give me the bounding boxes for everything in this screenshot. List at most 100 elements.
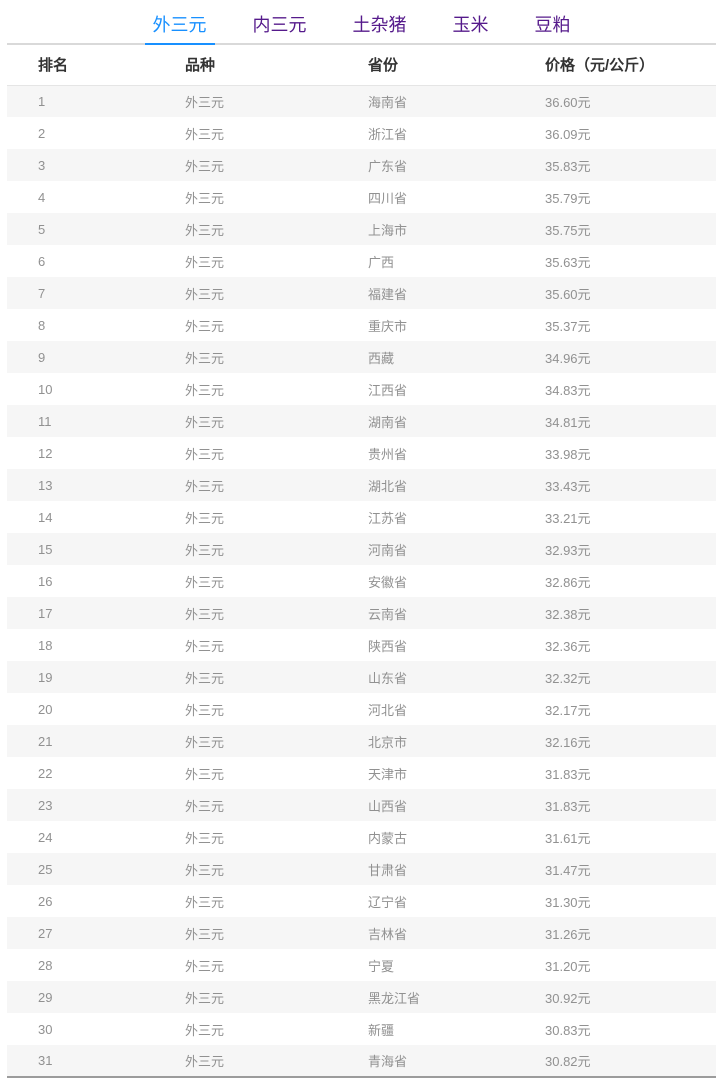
breed-cell: 外三元	[185, 286, 225, 302]
breed-cell: 外三元	[185, 830, 225, 846]
province-cell: 北京市	[368, 734, 408, 750]
province-cell: 江西省	[368, 382, 408, 398]
tab-item[interactable]: 外三元	[144, 10, 215, 45]
breed-cell: 外三元	[185, 638, 225, 654]
table-row: 10 外三元 江西省 34.83元	[7, 373, 716, 405]
breed-cell: 外三元	[185, 766, 225, 782]
price-cell: 32.38元	[545, 606, 591, 622]
rank-cell: 16	[38, 573, 53, 589]
province-cell: 青海省	[368, 1054, 408, 1069]
price-cell: 33.98元	[545, 446, 591, 462]
rank-cell: 31	[38, 1053, 53, 1068]
price-cell: 35.63元	[545, 254, 591, 270]
price-cell: 32.17元	[545, 702, 591, 718]
rank-cell: 17	[38, 605, 53, 621]
rank-cell: 25	[38, 861, 53, 877]
breed-cell: 外三元	[185, 318, 225, 334]
breed-cell: 外三元	[185, 510, 225, 526]
tab-item[interactable]: 玉米	[452, 15, 489, 35]
price-cell: 30.82元	[545, 1054, 591, 1069]
price-ranking-table: 排名 品种 省份 价格（元/公斤） 1 外三元 海南省 36.60元 2 外三元…	[7, 45, 716, 1078]
breed-cell: 外三元	[185, 190, 225, 206]
price-cell: 34.81元	[545, 414, 591, 430]
rank-cell: 3	[38, 157, 46, 173]
rank-cell: 6	[38, 253, 46, 269]
price-cell: 36.09元	[545, 126, 591, 142]
rank-cell: 20	[38, 701, 53, 717]
table-row: 9 外三元 西藏 34.96元	[7, 341, 716, 373]
province-cell: 云南省	[368, 606, 408, 622]
province-cell: 黑龙江省	[368, 990, 421, 1006]
province-cell: 四川省	[368, 190, 408, 206]
breed-cell: 外三元	[185, 734, 225, 750]
province-cell: 安徽省	[368, 574, 408, 590]
price-cell: 33.43元	[545, 478, 591, 494]
tab-item[interactable]: 内三元	[252, 15, 307, 35]
province-cell: 内蒙古	[368, 830, 408, 846]
breed-cell: 外三元	[185, 702, 225, 718]
breed-cell: 外三元	[185, 990, 225, 1006]
price-cell: 32.32元	[545, 670, 591, 686]
rank-cell: 24	[38, 829, 53, 845]
rank-cell: 13	[38, 477, 53, 493]
price-cell: 32.86元	[545, 574, 591, 590]
table-row: 25 外三元 甘肃省 31.47元	[7, 853, 716, 885]
province-cell: 辽宁省	[368, 894, 408, 910]
tab-item[interactable]: 豆粕	[534, 15, 571, 35]
table-row: 3 外三元 广东省 35.83元	[7, 149, 716, 181]
category-tab-bar: 外三元 内三元 土杂猪 玉米 豆粕	[7, 0, 716, 45]
rank-cell: 2	[38, 125, 46, 141]
table-row: 16 外三元 安徽省 32.86元	[7, 565, 716, 597]
price-cell: 31.20元	[545, 958, 591, 974]
table-row: 15 外三元 河南省 32.93元	[7, 533, 716, 565]
province-cell: 重庆市	[368, 318, 408, 334]
breed-cell: 外三元	[185, 446, 225, 462]
province-cell: 贵州省	[368, 446, 408, 462]
table-row: 12 外三元 贵州省 33.98元	[7, 437, 716, 469]
tab-item[interactable]: 土杂猪	[352, 15, 407, 35]
rank-cell: 18	[38, 637, 53, 653]
province-cell: 新疆	[368, 1022, 395, 1038]
breed-cell: 外三元	[185, 350, 225, 366]
table-row: 27 外三元 吉林省 31.26元	[7, 917, 716, 949]
rank-cell: 14	[38, 509, 53, 525]
table-header: 排名 品种 省份 价格（元/公斤）	[7, 45, 716, 86]
breed-cell: 外三元	[185, 958, 225, 974]
column-header-province: 省份	[337, 45, 514, 86]
rank-cell: 8	[38, 317, 46, 333]
rank-cell: 30	[38, 1021, 53, 1037]
breed-cell: 外三元	[185, 798, 225, 814]
table-row: 6 外三元 广西 35.63元	[7, 245, 716, 277]
table-row: 29 外三元 黑龙江省 30.92元	[7, 981, 716, 1013]
rank-cell: 4	[38, 189, 46, 205]
price-cell: 31.83元	[545, 766, 591, 782]
table-row: 22 外三元 天津市 31.83元	[7, 757, 716, 789]
rank-cell: 11	[38, 413, 52, 429]
price-cell: 31.61元	[545, 830, 591, 846]
province-cell: 甘肃省	[368, 862, 408, 878]
table-body: 1 外三元 海南省 36.60元 2 外三元 浙江省 36.09元 3 外三元 …	[7, 85, 716, 1077]
breed-cell: 外三元	[185, 542, 225, 558]
price-cell: 36.60元	[545, 94, 591, 110]
table-row: 31 外三元 青海省 30.82元	[7, 1045, 716, 1077]
province-cell: 宁夏	[368, 958, 395, 974]
price-cell: 32.93元	[545, 542, 591, 558]
breed-cell: 外三元	[185, 222, 225, 238]
rank-cell: 1	[38, 93, 46, 109]
price-table-container: 排名 品种 省份 价格（元/公斤） 1 外三元 海南省 36.60元 2 外三元…	[7, 45, 716, 1078]
breed-cell: 外三元	[185, 1054, 225, 1069]
price-cell: 35.75元	[545, 222, 591, 238]
column-header-rank: 排名	[7, 45, 154, 86]
table-row: 4 外三元 四川省 35.79元	[7, 181, 716, 213]
rank-cell: 7	[38, 285, 46, 301]
breed-cell: 外三元	[185, 926, 225, 942]
table-row: 17 外三元 云南省 32.38元	[7, 597, 716, 629]
table-row: 26 外三元 辽宁省 31.30元	[7, 885, 716, 917]
table-row: 7 外三元 福建省 35.60元	[7, 277, 716, 309]
rank-cell: 15	[38, 541, 53, 557]
table-row: 23 外三元 山西省 31.83元	[7, 789, 716, 821]
price-cell: 35.83元	[545, 158, 591, 174]
column-header-breed: 品种	[154, 45, 337, 86]
table-row: 24 外三元 内蒙古 31.61元	[7, 821, 716, 853]
